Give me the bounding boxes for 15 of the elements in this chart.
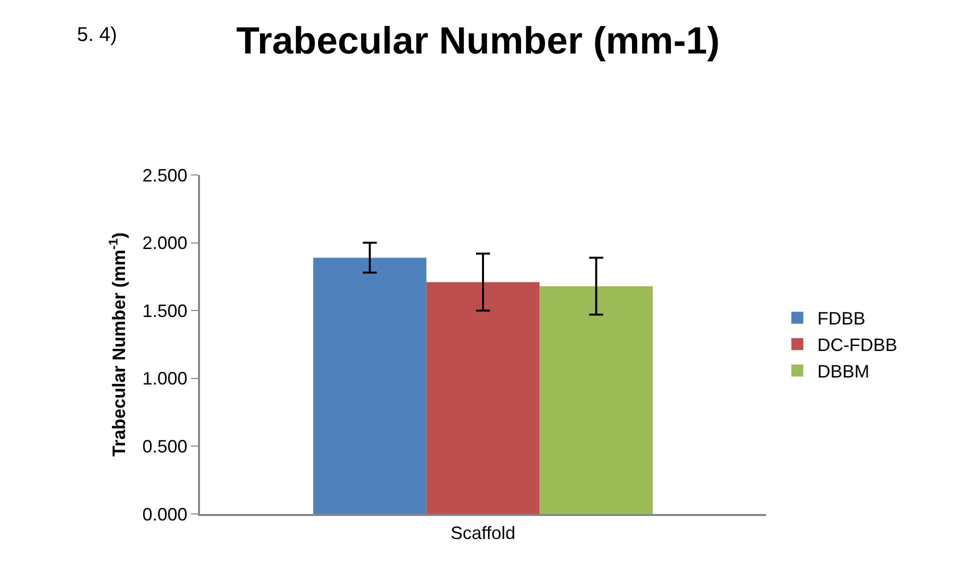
- chart-title: Trabecular Number (mm-1): [236, 20, 720, 62]
- bar: [540, 286, 653, 514]
- legend-label: FDBB: [817, 308, 866, 329]
- bar: [426, 282, 540, 514]
- y-tick-label: 1.000: [142, 368, 188, 389]
- y-tick-label: 2.500: [142, 165, 188, 186]
- y-tick-label: 1.500: [142, 300, 188, 321]
- y-tick-label: 0.000: [142, 504, 188, 524]
- text: 5. 4): [77, 24, 118, 46]
- bar: [313, 258, 426, 514]
- y-tick-label: 2.000: [142, 233, 188, 254]
- legend-label: DC-FDBB: [817, 335, 898, 356]
- x-axis-title: Scaffold: [450, 523, 516, 544]
- y-tick-label: 0.500: [142, 436, 188, 456]
- legend-label: DBBM: [817, 362, 870, 382]
